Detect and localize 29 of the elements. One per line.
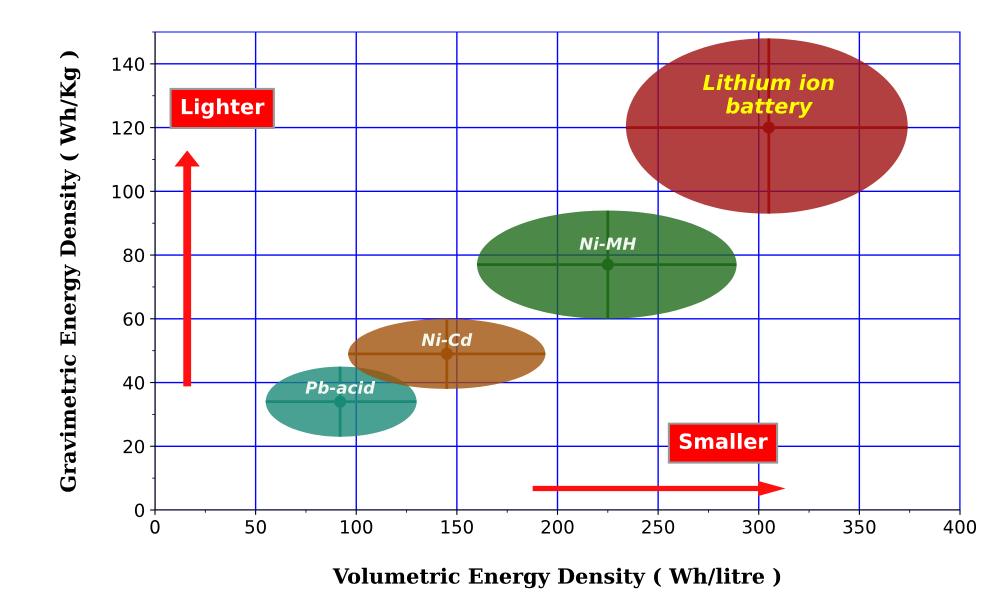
x-tick-label: 400	[944, 520, 976, 534]
annotation: Lighter	[182, 98, 264, 119]
y-tick-label: 120	[112, 121, 144, 135]
series-label: Ni-MH	[580, 237, 636, 250]
x-tick-label: 50	[246, 520, 266, 534]
y-tick-label: 20	[124, 440, 144, 454]
y-tick-label: 80	[124, 248, 144, 262]
y-tick-label: 100	[112, 184, 144, 198]
annotation: Smaller	[680, 433, 768, 450]
point	[602, 258, 614, 271]
point	[762, 122, 775, 134]
y-axis-title: Gravimetric Energy Density ( Wh/Kg )	[60, 51, 80, 492]
series-label: Lithium ion battery	[703, 74, 834, 118]
point	[440, 348, 453, 360]
x-tick-label: 200	[542, 520, 574, 534]
x-tick-label: 350	[844, 520, 876, 534]
x-tick-label: 250	[642, 520, 674, 534]
x-tick-label: 150	[442, 520, 473, 534]
x-tick-label: 0	[150, 520, 160, 534]
x-tick-label: 100	[341, 520, 372, 534]
series-label: Pb-acid	[306, 380, 376, 394]
series-label: Ni-Cd	[422, 333, 472, 346]
y-tick-label: 0	[134, 503, 144, 518]
x-axis-title: Volumetric Energy Density ( Wh/litre )	[332, 568, 780, 588]
y-tick-label: 40	[123, 376, 144, 390]
y-tick-label: 60	[124, 312, 144, 326]
point	[334, 396, 346, 408]
x-tick-label: 300	[742, 520, 775, 534]
y-tick-label: 140	[112, 57, 144, 71]
